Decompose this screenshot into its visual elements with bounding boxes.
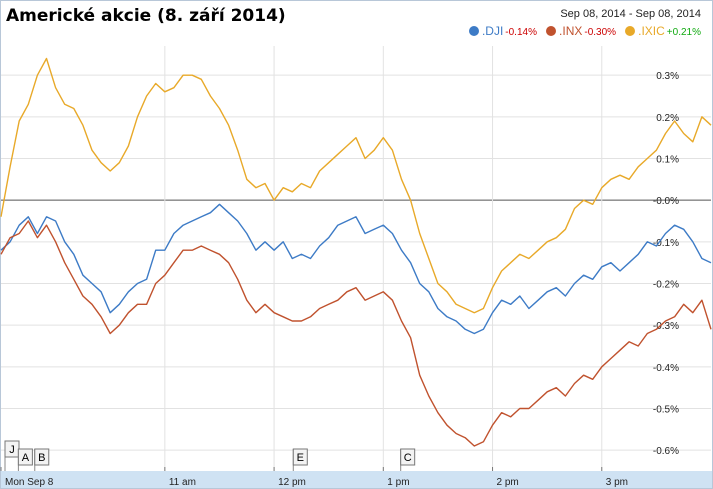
time-axis-band (1, 471, 712, 488)
y-tick-label: 0.2% (656, 113, 679, 124)
y-tick-label: 0.3% (656, 71, 679, 82)
series-color-dot (468, 26, 479, 36)
x-tick-label: 11 am (169, 477, 196, 488)
date-range: Sep 08, 2014 - Sep 08, 2014 (560, 8, 701, 20)
marker-label: E (297, 452, 304, 464)
x-tick-label: 1 pm (387, 477, 409, 488)
marker-flag-c (400, 448, 416, 466)
marker-label: B (38, 452, 45, 464)
series-line-ixic (0, 57, 712, 314)
marker-label: J (9, 444, 15, 456)
y-tick-label: -0.0% (653, 196, 679, 207)
legend-series-name: .INX (559, 24, 583, 38)
series-color-dot (546, 26, 557, 36)
legend-series-change: -0.14% (505, 27, 537, 38)
series-color-dot (625, 26, 636, 36)
y-tick-label: -0.1% (653, 238, 679, 249)
legend-series-name: .DJI (481, 24, 504, 38)
marker-flag-b (34, 448, 50, 466)
legend-item-ixic[interactable]: .IXIC +0.21% (625, 24, 701, 38)
y-tick-label: -0.5% (653, 405, 679, 416)
x-tick-label: Mon Sep 8 (5, 477, 54, 488)
y-tick-label: -0.6% (653, 446, 679, 457)
y-tick-label: -0.4% (653, 363, 679, 374)
y-tick-label: -0.2% (653, 280, 679, 291)
legend: .DJI -0.14% .INX -0.30% .IXIC +0.21% (463, 24, 701, 38)
legend-item-dji[interactable]: .DJI -0.14% (468, 24, 540, 38)
marker-label: A (22, 452, 30, 464)
series-line-dji (0, 203, 712, 335)
marker-flag-a (17, 448, 33, 466)
x-tick-label: 12 pm (278, 477, 306, 488)
y-tick-label: 0.1% (656, 155, 679, 166)
x-tick-label: 3 pm (606, 477, 628, 488)
legend-series-change: -0.30% (584, 27, 617, 38)
legend-series-change: +0.21% (666, 27, 701, 38)
chart-title: Americké akcie (8. září 2014) (6, 6, 286, 26)
x-tick-label: 2 pm (497, 477, 519, 488)
y-tick-label: -0.3% (653, 321, 679, 332)
legend-item-inx[interactable]: .INX -0.30% (546, 24, 619, 38)
legend-series-name: .IXIC (638, 24, 665, 38)
marker-label: C (404, 452, 412, 464)
marker-flag-e (292, 448, 308, 466)
series-line-inx (0, 220, 712, 447)
